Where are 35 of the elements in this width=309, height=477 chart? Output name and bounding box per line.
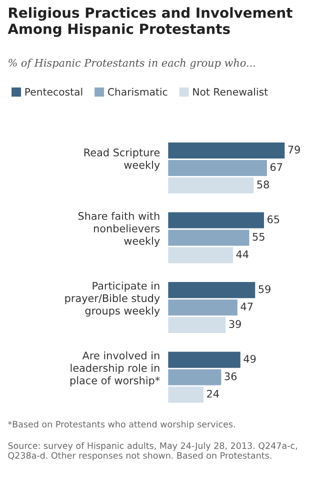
bar [168, 282, 256, 298]
source-note: Source: survey of Hispanic adults, May 24-July 28, 2013. Q247a-c, Q238a-d. Other responses not shown. Based on Protestants. [8, 442, 297, 460]
data-label: 58 [257, 180, 269, 188]
legend-label: Pentecostal [25, 88, 82, 96]
bar [168, 177, 254, 194]
data-label: 36 [224, 372, 237, 380]
bar [168, 160, 267, 176]
bar [168, 230, 250, 246]
y-tick-label: Read Scripture weekly [84, 148, 160, 171]
legend-label: Not Renewalist [193, 88, 268, 96]
y-tick-label: Are involved in leadership role in place of worship* [70, 351, 160, 386]
y-tick-label: Participate in prayer/Bible study groups weekly [65, 282, 160, 317]
data-label: 24 [207, 390, 219, 398]
bar [168, 386, 204, 403]
legend-label: Charismatic [108, 88, 168, 96]
data-label: 49 [244, 354, 256, 363]
bar [168, 369, 222, 386]
data-label: 79 [288, 146, 300, 154]
bar [168, 142, 285, 159]
data-label: 39 [229, 320, 241, 328]
data-label: 67 [270, 163, 282, 171]
data-label: 65 [268, 215, 280, 224]
data-label: 47 [240, 302, 253, 310]
y-tick-label: Share faith with nonbelievers weekly [78, 212, 160, 247]
data-label: 55 [252, 233, 264, 241]
bar [168, 247, 234, 264]
data-label: 44 [236, 250, 248, 258]
text: *Based on Protestants who attend worship services. [8, 420, 235, 430]
bar [168, 352, 240, 368]
bar [168, 299, 238, 316]
bar [168, 316, 226, 333]
chart-title: Religious Practices and Involvement Among Hispanic Protestants [8, 7, 292, 37]
data-label: 59 [258, 285, 270, 294]
bar [168, 212, 264, 228]
chart-subtitle: % of Hispanic Protestants in each group who... [8, 58, 255, 69]
